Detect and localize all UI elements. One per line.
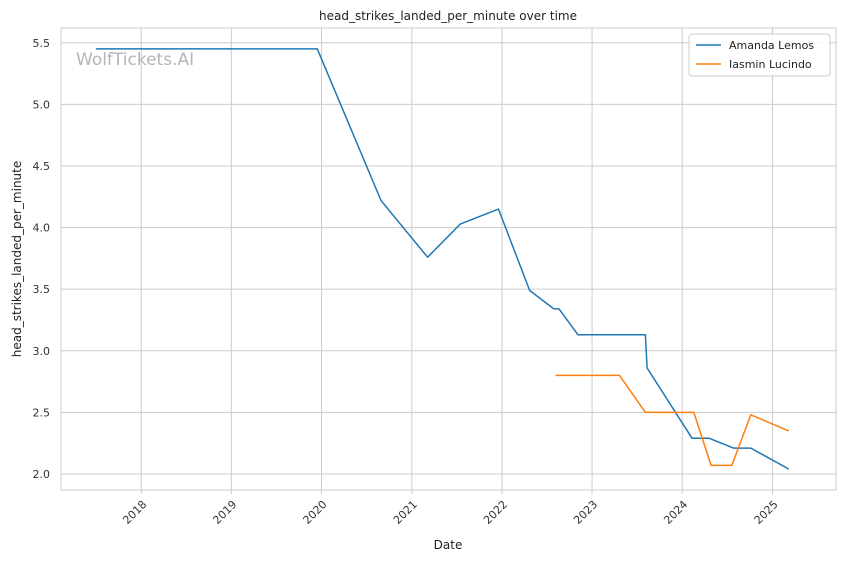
legend: Amanda Lemos Iasmin Lucindo (688, 33, 831, 77)
y-tick-label-3.0: 3.0 (33, 345, 51, 358)
y-tick-label-5.0: 5.0 (33, 98, 51, 111)
y-tick-label-4.0: 4.0 (33, 222, 51, 235)
y-tick-label-2.0: 2.0 (33, 468, 51, 481)
y-tick-label-2.5: 2.5 (33, 406, 51, 419)
y-tick-label-4.5: 4.5 (33, 160, 51, 173)
legend-label-iasmin-lucindo: Iasmin Lucindo (729, 58, 812, 71)
series-layer (95, 48, 790, 470)
y-tick-labels: 2.0 2.5 3.0 3.5 4.0 4.5 5.0 5.5 (33, 37, 51, 481)
series-line-amanda-lemos (95, 48, 790, 470)
y-tick-label-3.5: 3.5 (33, 283, 51, 296)
x-axis-title: Date (434, 538, 463, 552)
plot-area-frame (60, 27, 837, 491)
legend-label-amanda-lemos: Amanda Lemos (729, 39, 814, 52)
legend-box (688, 33, 831, 77)
series-line-iasmin-lucindo (555, 374, 790, 467)
watermark-text: WolfTickets.AI (76, 50, 194, 70)
y-gridlines (61, 42, 836, 475)
chart-title: head_strikes_landed_per_minute over time (319, 9, 577, 23)
y-axis-title: head_strikes_landed_per_minute (10, 161, 24, 358)
y-tick-label-5.5: 5.5 (33, 37, 51, 50)
